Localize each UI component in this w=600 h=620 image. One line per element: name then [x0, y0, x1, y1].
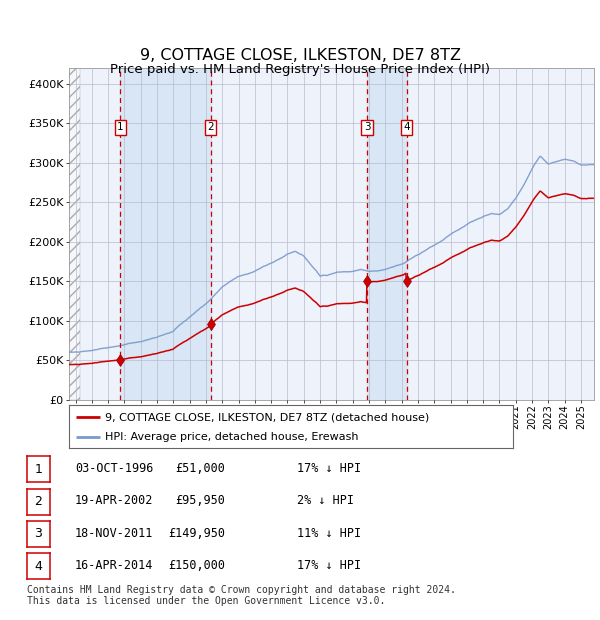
Text: 1: 1: [117, 122, 124, 133]
Text: HPI: Average price, detached house, Erewash: HPI: Average price, detached house, Erew…: [104, 432, 358, 442]
Text: 2% ↓ HPI: 2% ↓ HPI: [297, 495, 354, 507]
Text: £51,000: £51,000: [175, 463, 225, 475]
Text: £150,000: £150,000: [168, 559, 225, 572]
Bar: [69, 68, 80, 400]
Text: Contains HM Land Registry data © Crown copyright and database right 2024.
This d: Contains HM Land Registry data © Crown c…: [27, 585, 456, 606]
Text: Price paid vs. HM Land Registry's House Price Index (HPI): Price paid vs. HM Land Registry's House …: [110, 63, 490, 76]
Text: 4: 4: [34, 560, 43, 572]
Bar: [69, 68, 80, 400]
Text: 2: 2: [34, 495, 43, 508]
Text: 18-NOV-2011: 18-NOV-2011: [75, 527, 154, 539]
Text: 19-APR-2002: 19-APR-2002: [75, 495, 154, 507]
Text: 4: 4: [403, 122, 410, 133]
Text: 17% ↓ HPI: 17% ↓ HPI: [297, 559, 361, 572]
Text: 11% ↓ HPI: 11% ↓ HPI: [297, 527, 361, 539]
Text: 03-OCT-1996: 03-OCT-1996: [75, 463, 154, 475]
Text: 3: 3: [34, 528, 43, 540]
Bar: [367, 68, 407, 400]
Text: 16-APR-2014: 16-APR-2014: [75, 559, 154, 572]
Text: £149,950: £149,950: [168, 527, 225, 539]
Text: £95,950: £95,950: [175, 495, 225, 507]
Text: 17% ↓ HPI: 17% ↓ HPI: [297, 463, 361, 475]
Text: 9, COTTAGE CLOSE, ILKESTON, DE7 8TZ: 9, COTTAGE CLOSE, ILKESTON, DE7 8TZ: [139, 48, 461, 63]
Text: 2: 2: [208, 122, 214, 133]
Text: 3: 3: [364, 122, 370, 133]
Text: 9, COTTAGE CLOSE, ILKESTON, DE7 8TZ (detached house): 9, COTTAGE CLOSE, ILKESTON, DE7 8TZ (det…: [104, 412, 429, 422]
Bar: [121, 68, 211, 400]
Text: 1: 1: [34, 463, 43, 476]
